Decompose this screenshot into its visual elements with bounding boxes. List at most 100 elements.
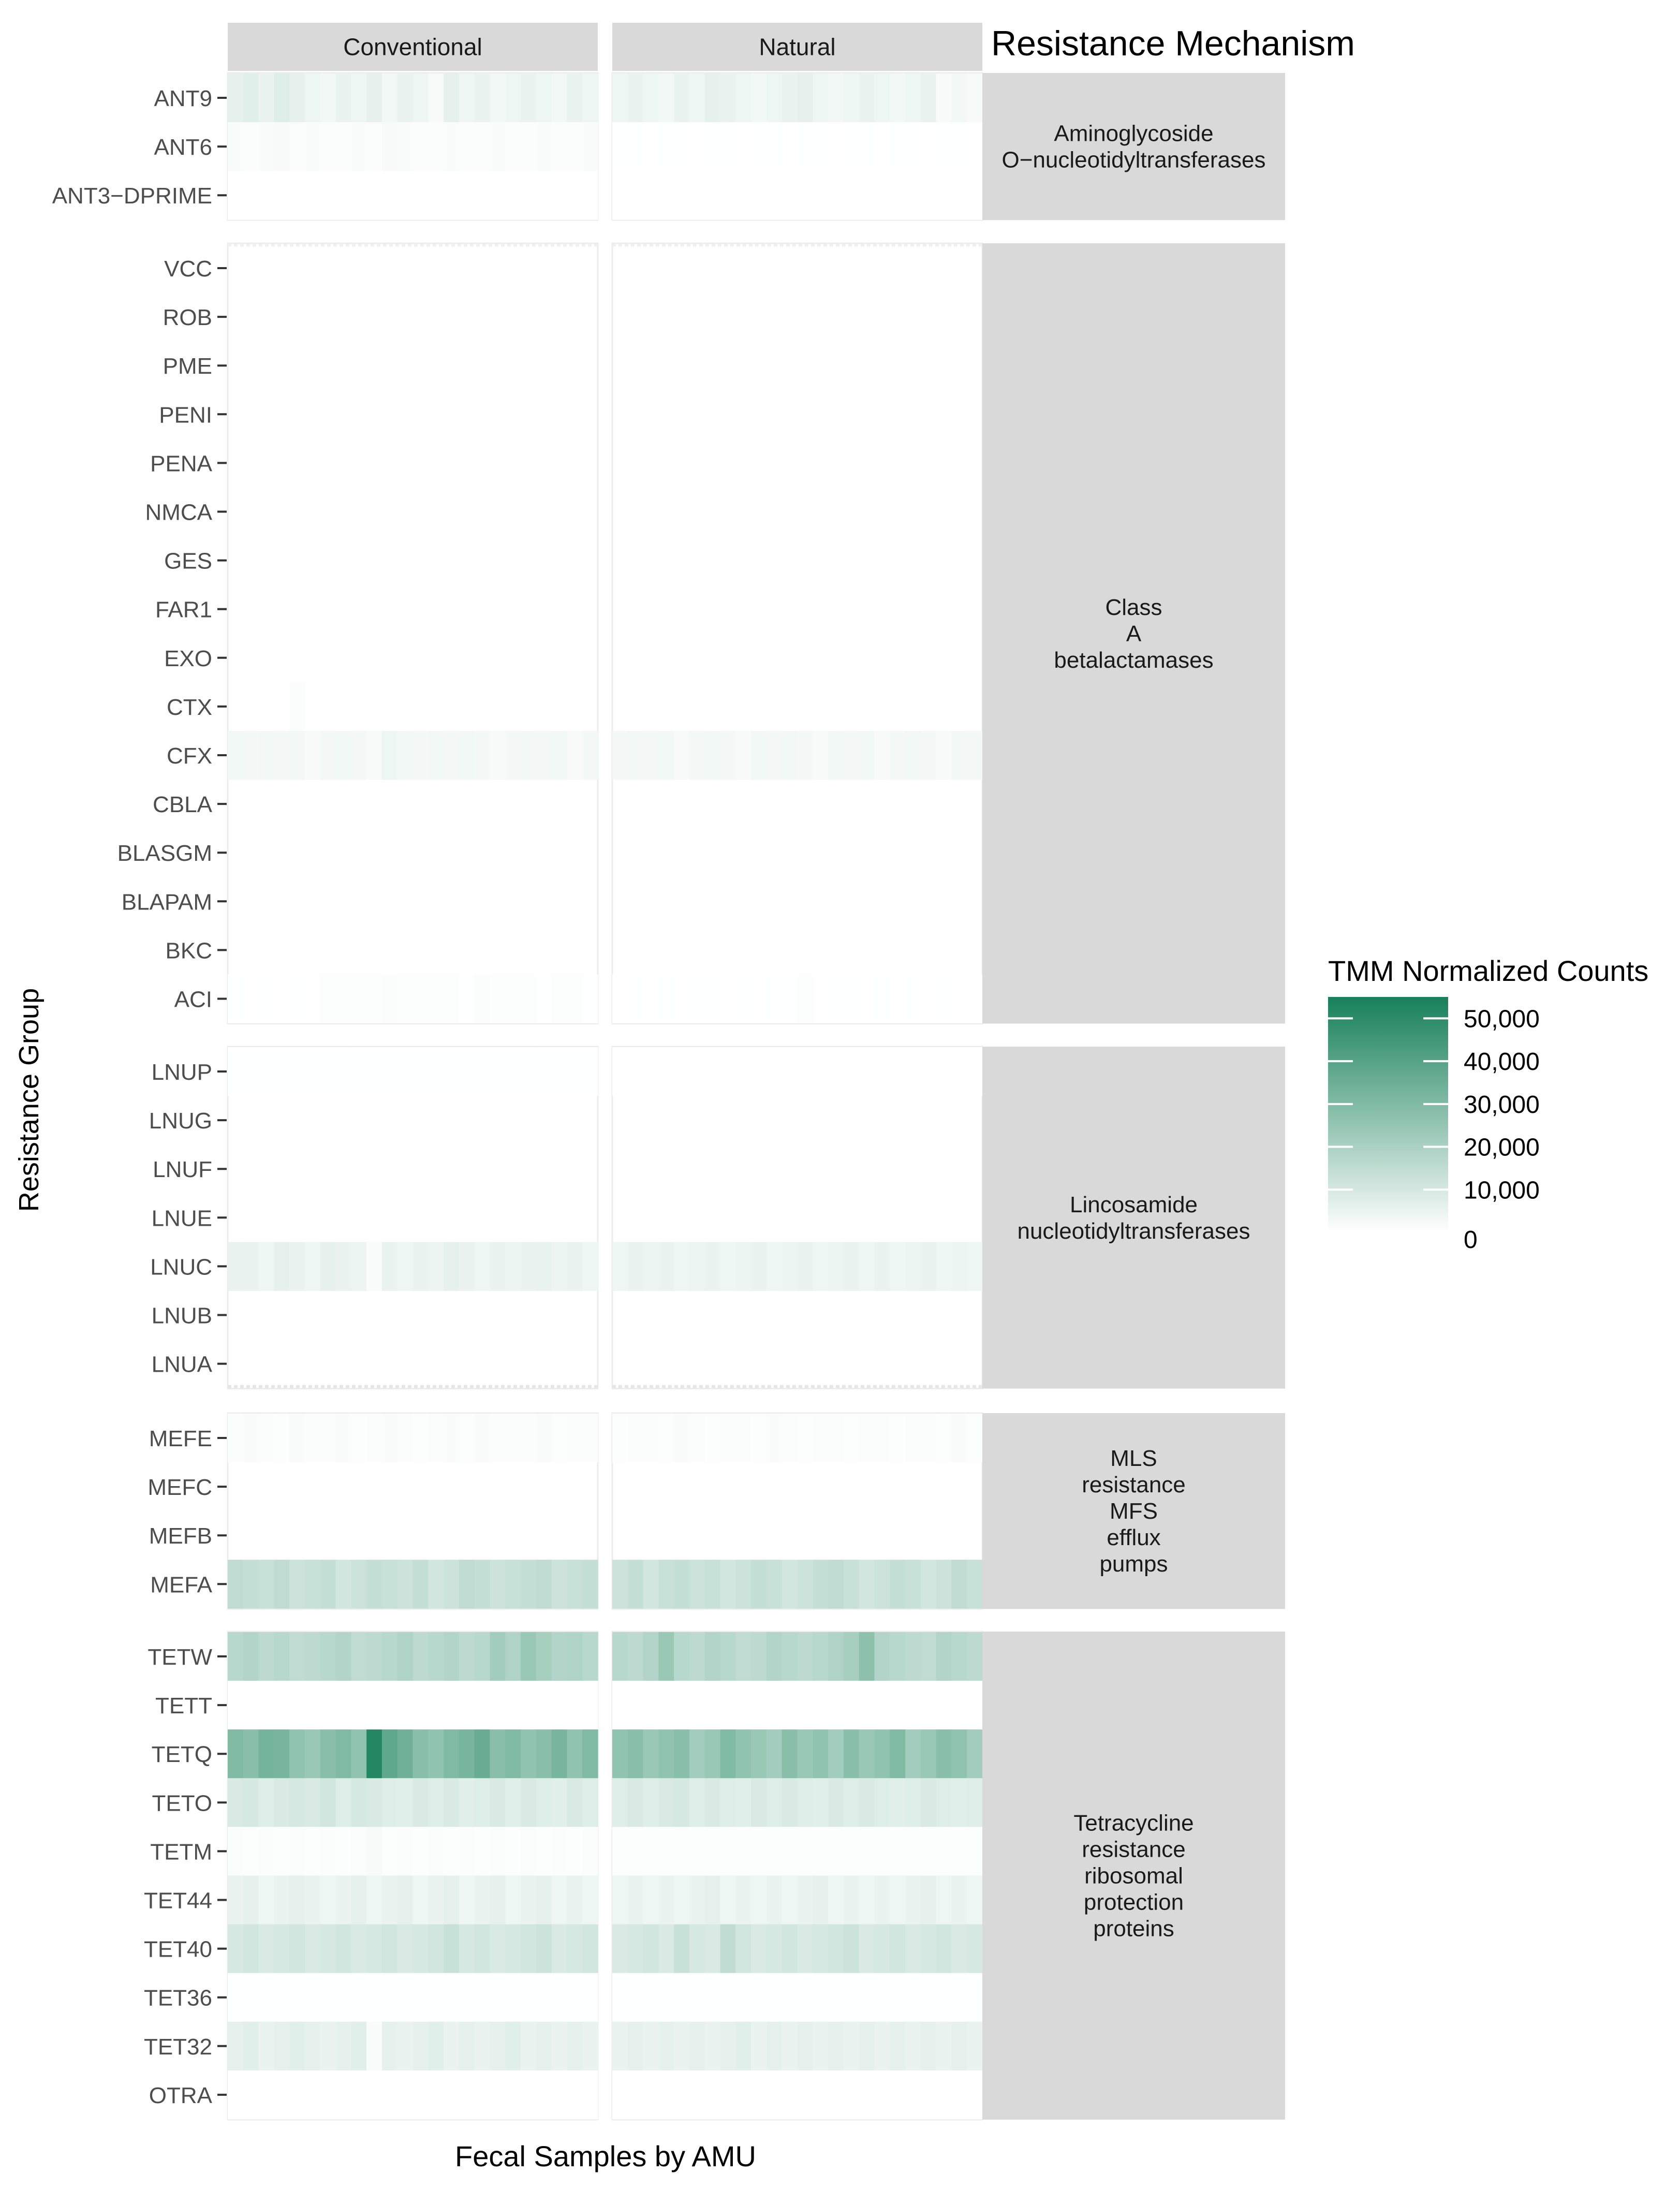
cell-ant3-dprime-conventional-24 [582,171,598,220]
cell-teto-conventional-21 [536,1778,552,1827]
cell-tett-natural-14 [813,1681,829,1730]
cell-teto-natural-5 [674,1778,690,1827]
cell-tet32-conventional-11 [381,2021,398,2071]
cell-tet36-conventional-7 [320,1973,336,2022]
cell-tet40-natural-3 [643,1924,659,1974]
cell-tett-natural-13 [797,1681,813,1730]
cell-otra-conventional-4 [274,2070,290,2120]
cell-cfx-natural-13 [797,730,813,780]
cell-ant3-dprime-conventional-2 [243,171,259,220]
cell-lnuc-natural-15 [828,1242,844,1291]
y-tick-label-aci: ACI [174,987,212,1012]
cell-tetw-conventional-8 [335,1632,351,1681]
cell-teto-natural-22 [936,1778,952,1827]
cell-cfx-conventional-9 [351,730,367,780]
cell-lnup-natural-7 [704,1047,721,1096]
cell-tetq-natural-20 [905,1729,921,1779]
cell-tet36-conventional-4 [274,1973,290,2022]
cell-tet32-conventional-4 [274,2021,290,2071]
cell-lnup-conventional-1 [228,1047,244,1096]
cell-ant3-dprime-natural-1 [612,171,628,220]
cell-lnuc-conventional-20 [521,1242,537,1291]
cell-tetm-conventional-19 [505,1827,521,1876]
cell-mefa-natural-22 [936,1560,952,1609]
cell-cfx-conventional-13 [412,730,429,780]
cell-mefa-conventional-24 [582,1560,598,1609]
cell-mefe-natural-18 [874,1413,890,1463]
cell-ant6-natural-7 [704,122,721,171]
cell-aci-conventional-2 [243,974,259,1023]
cell-tet32-natural-19 [890,2021,906,2071]
cell-mefe-natural-19 [890,1413,906,1463]
cell-tet36-conventional-1 [228,1973,244,2022]
cell-teto-natural-8 [720,1778,736,1827]
cell-ant6-natural-12 [782,122,798,171]
cell-tet44-natural-23 [951,1875,967,1925]
cell-teto-conventional-16 [459,1778,475,1827]
cell-lnup-conventional-20 [521,1047,537,1096]
cell-ant9-conventional-5 [289,73,305,123]
cell-tetw-conventional-18 [490,1632,506,1681]
cell-tetq-conventional-5 [289,1729,305,1779]
cell-ant9-natural-2 [627,73,644,123]
cell-tetq-natural-12 [782,1729,798,1779]
cell-tetw-conventional-21 [536,1632,552,1681]
cell-teto-natural-16 [843,1778,860,1827]
cell-lnuc-conventional-9 [351,1242,367,1291]
cell-ant3-dprime-natural-15 [828,171,844,220]
cell-ant3-dprime-natural-2 [627,171,644,220]
cell-tett-natural-8 [720,1681,736,1730]
cell-cfx-natural-8 [720,730,736,780]
cell-ant9-natural-4 [658,73,674,123]
cell-tet32-conventional-13 [412,2021,429,2071]
cell-tet36-conventional-23 [567,1973,583,2022]
cell-tet40-conventional-16 [459,1924,475,1974]
cell-tetq-natural-19 [890,1729,906,1779]
y-tick-label-lnub: LNUB [152,1303,212,1329]
cell-ant3-dprime-conventional-14 [428,171,444,220]
cell-tetw-conventional-23 [567,1632,583,1681]
cell-aci-conventional-17 [474,974,491,1023]
cell-mefa-conventional-23 [567,1560,583,1609]
cell-tetm-natural-19 [890,1827,906,1876]
cell-ant9-natural-10 [751,73,767,123]
cell-tet44-natural-1 [612,1875,628,1925]
cell-tett-conventional-5 [289,1681,305,1730]
cell-tet44-natural-18 [874,1875,890,1925]
cell-lnup-natural-18 [874,1047,890,1096]
cell-tetq-conventional-19 [505,1729,521,1779]
cell-cfx-natural-22 [936,730,952,780]
y-tick-label-mefa: MEFA [150,1572,212,1597]
cell-ant9-natural-11 [766,73,783,123]
cell-tetm-natural-1 [612,1827,628,1876]
cell-tet40-natural-16 [843,1924,860,1974]
cell-cfx-conventional-11 [381,730,398,780]
cell-tett-natural-24 [967,1681,983,1730]
cell-tett-conventional-2 [243,1681,259,1730]
cell-tetw-natural-11 [766,1632,783,1681]
cell-teto-conventional-24 [582,1778,598,1827]
cell-tet44-conventional-13 [412,1875,429,1925]
cell-lnup-conventional-11 [381,1047,398,1096]
cell-teto-natural-21 [920,1778,937,1827]
cell-lnup-natural-6 [689,1047,705,1096]
mechanism-strip-aminoglycoside-o-nucleotidyltransferases [982,73,1285,221]
cell-lnup-natural-2 [627,1047,644,1096]
cell-lnuc-conventional-21 [536,1242,552,1291]
cell-tetw-natural-16 [843,1632,860,1681]
cell-otra-natural-18 [874,2070,890,2120]
cell-tett-natural-12 [782,1681,798,1730]
cell-lnup-conventional-13 [412,1047,429,1096]
cell-ant9-conventional-13 [412,73,429,123]
cell-aci-conventional-14 [428,974,444,1023]
cell-tet40-natural-2 [627,1924,644,1974]
cell-tet40-natural-23 [951,1924,967,1974]
cell-tet36-conventional-15 [444,1973,460,2022]
cell-tetm-conventional-9 [351,1827,367,1876]
mechanism-label: proteins [1093,1916,1174,1941]
cell-mefe-natural-15 [828,1413,844,1463]
cell-ant9-natural-13 [797,73,813,123]
cell-tet44-conventional-15 [444,1875,460,1925]
cell-tet40-conventional-8 [335,1924,351,1974]
cell-tet32-conventional-9 [351,2021,367,2071]
